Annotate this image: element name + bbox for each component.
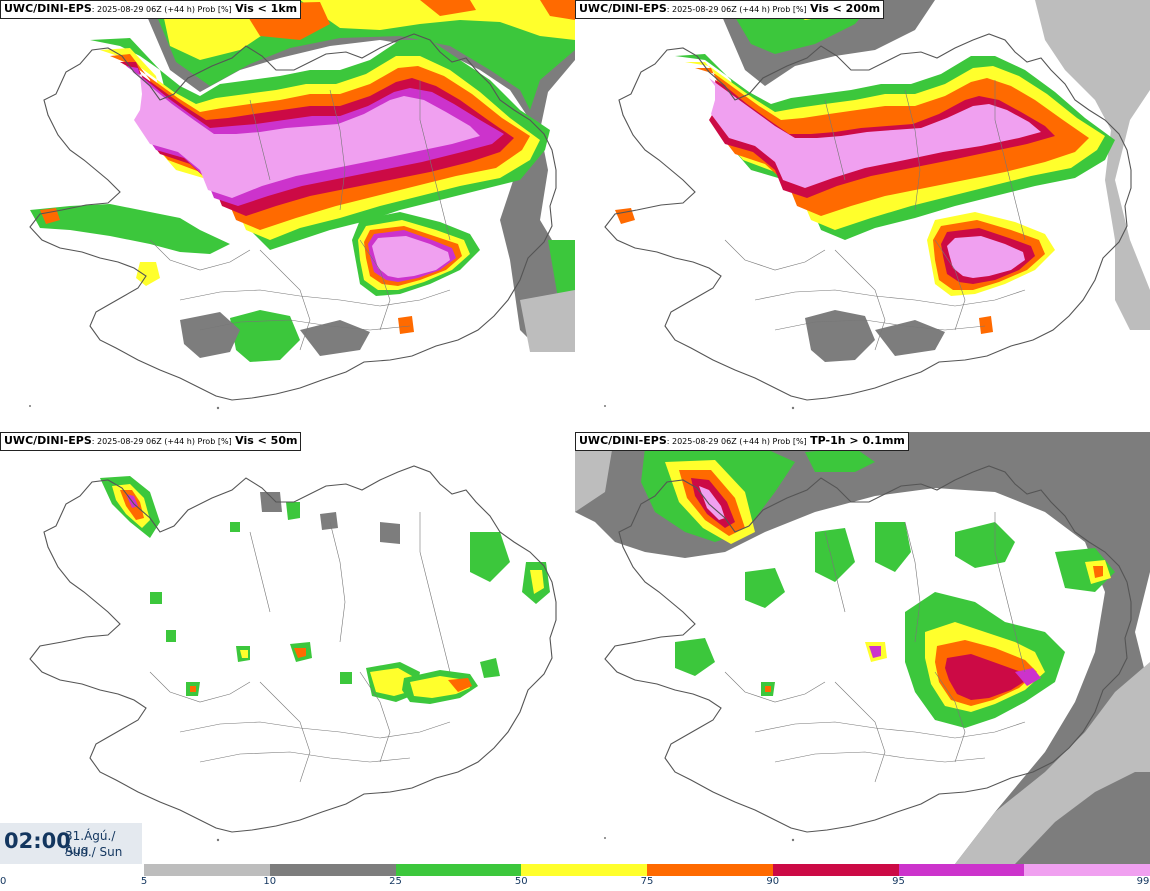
colorbar-segment: [144, 864, 270, 876]
panel-label: UWC/DINI-EPS: 2025-08-29 06Z (+44 h) Pro…: [575, 0, 885, 19]
probability-map: [603, 0, 1150, 410]
colorbar-segment: [521, 864, 647, 876]
model-name: UWC/DINI-EPS: [579, 2, 667, 15]
run-info: : 2025-08-29 06Z (+44 h) Prob [%]: [666, 437, 807, 446]
run-info: : 2025-08-29 06Z (+44 h) Prob [%]: [91, 437, 232, 446]
colorbar-tick-label: 10: [263, 876, 277, 887]
valid-time: 02:00: [4, 829, 71, 853]
colorbar-tick-label: 90: [766, 876, 780, 887]
run-info: : 2025-08-29 06Z (+44 h) Prob [%]: [91, 5, 232, 14]
field-name: Vis < 200m: [810, 2, 881, 15]
valid-date: 31.Ágú./ Aug: [65, 829, 116, 857]
colorbar-segment: [898, 864, 1025, 876]
map-panel-tp1h: UWC/DINI-EPS: 2025-08-29 06Z (+44 h) Pro…: [575, 432, 1150, 864]
model-name: UWC/DINI-EPS: [4, 434, 92, 447]
probability-map: [28, 0, 575, 410]
colorbar-tick-label: 95: [892, 876, 905, 887]
run-info: : 2025-08-29 06Z (+44 h) Prob [%]: [666, 5, 807, 14]
field-name: Vis < 50m: [235, 434, 298, 447]
colorbar-segment: [269, 864, 396, 876]
valid-weekday: Sun./ Sun: [65, 845, 123, 859]
field-name: TP-1h > 0.1mm: [810, 434, 905, 447]
probability-colorbar: [144, 864, 1150, 876]
panel-label: UWC/DINI-EPS: 2025-08-29 06Z (+44 h) Pro…: [0, 0, 302, 19]
model-name: UWC/DINI-EPS: [4, 2, 92, 15]
map-panel-vis-50m: UWC/DINI-EPS: 2025-08-29 06Z (+44 h) Pro…: [0, 432, 575, 864]
model-name: UWC/DINI-EPS: [579, 434, 667, 447]
colorbar-tick-label: 5: [140, 876, 148, 887]
colorbar-segment: [647, 864, 773, 876]
field-name: Vis < 1km: [235, 2, 298, 15]
panel-label: UWC/DINI-EPS: 2025-08-29 06Z (+44 h) Pro…: [575, 432, 909, 451]
colorbar-tick-label: 25: [389, 876, 402, 887]
colorbar-tick-label: 0: [0, 876, 7, 887]
panel-label: UWC/DINI-EPS: 2025-08-29 06Z (+44 h) Pro…: [0, 432, 302, 451]
map-panel-vis-1km: UWC/DINI-EPS: 2025-08-29 06Z (+44 h) Pro…: [0, 0, 575, 432]
colorbar-tick-label: 50: [514, 876, 528, 887]
colorbar-tick-label: 99: [1136, 876, 1150, 887]
colorbar-segment: [1024, 864, 1150, 876]
probability-map: [28, 465, 557, 842]
colorbar-tick-label: 75: [640, 876, 654, 887]
colorbar-segment: [772, 864, 899, 876]
valid-time-box: 02:00 31.Ágú./ Aug Sun./ Sun: [0, 823, 142, 864]
map-panel-vis-200m: UWC/DINI-EPS: 2025-08-29 06Z (+44 h) Pro…: [575, 0, 1150, 432]
probability-map: [575, 432, 1150, 864]
colorbar-segment: [395, 864, 522, 876]
colorbar-ticks: 0 5 10 25 50 75 90 95 99: [0, 876, 1150, 890]
